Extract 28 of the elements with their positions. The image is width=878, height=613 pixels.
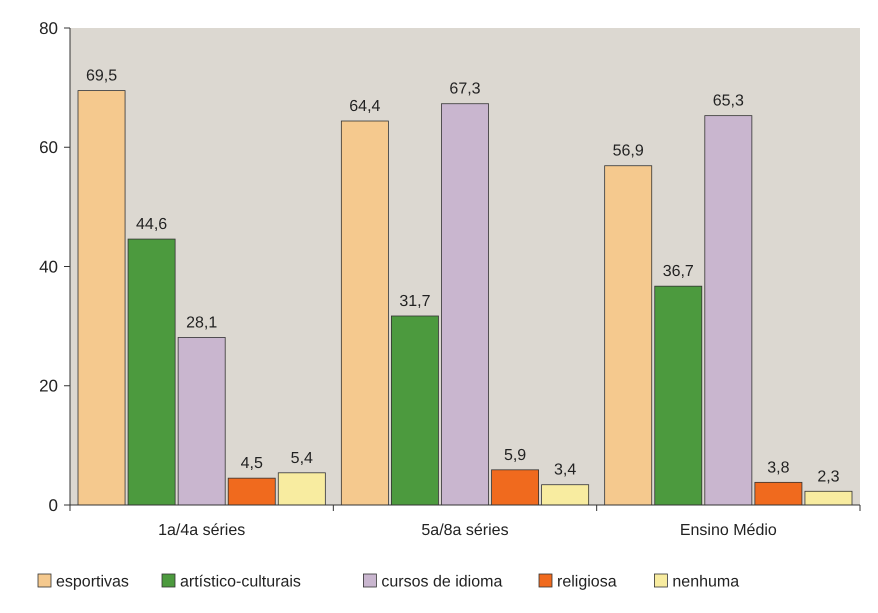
legend-label: religiosa — [557, 574, 617, 591]
data-label: 64,4 — [349, 98, 381, 116]
legend-label: cursos de idioma — [381, 574, 502, 591]
x-tick-label: 1a/4a séries — [158, 522, 246, 539]
data-label: 5,4 — [290, 450, 314, 467]
data-label: 3,4 — [554, 462, 576, 479]
data-label: 56,9 — [612, 142, 644, 160]
data-label: 3,8 — [767, 459, 790, 476]
data-label: 28,1 — [186, 314, 218, 332]
data-label: 69,5 — [86, 68, 118, 85]
y-tick-label: 0 — [48, 496, 58, 515]
legend-label: artístico-culturais — [180, 574, 301, 591]
data-label: 65,3 — [712, 92, 744, 110]
y-tick-label: 60 — [39, 138, 58, 158]
x-tick-label: Ensino Médio — [680, 522, 777, 539]
y-tick-label: 40 — [39, 257, 58, 276]
data-label: 2,3 — [817, 468, 840, 486]
data-label: 5,9 — [504, 446, 526, 464]
y-tick-label: 80 — [39, 18, 58, 38]
data-label: 44,6 — [136, 216, 168, 234]
legend-label: nenhuma — [672, 574, 740, 591]
legend-label: esportivas — [56, 574, 129, 591]
y-tick-label: 20 — [39, 376, 58, 396]
data-label: 67,3 — [449, 80, 481, 98]
x-tick-label: 5a/8a séries — [421, 522, 509, 539]
data-label: 31,7 — [399, 292, 431, 310]
data-label: 36,7 — [662, 263, 694, 280]
data-label: 4,5 — [240, 455, 263, 472]
